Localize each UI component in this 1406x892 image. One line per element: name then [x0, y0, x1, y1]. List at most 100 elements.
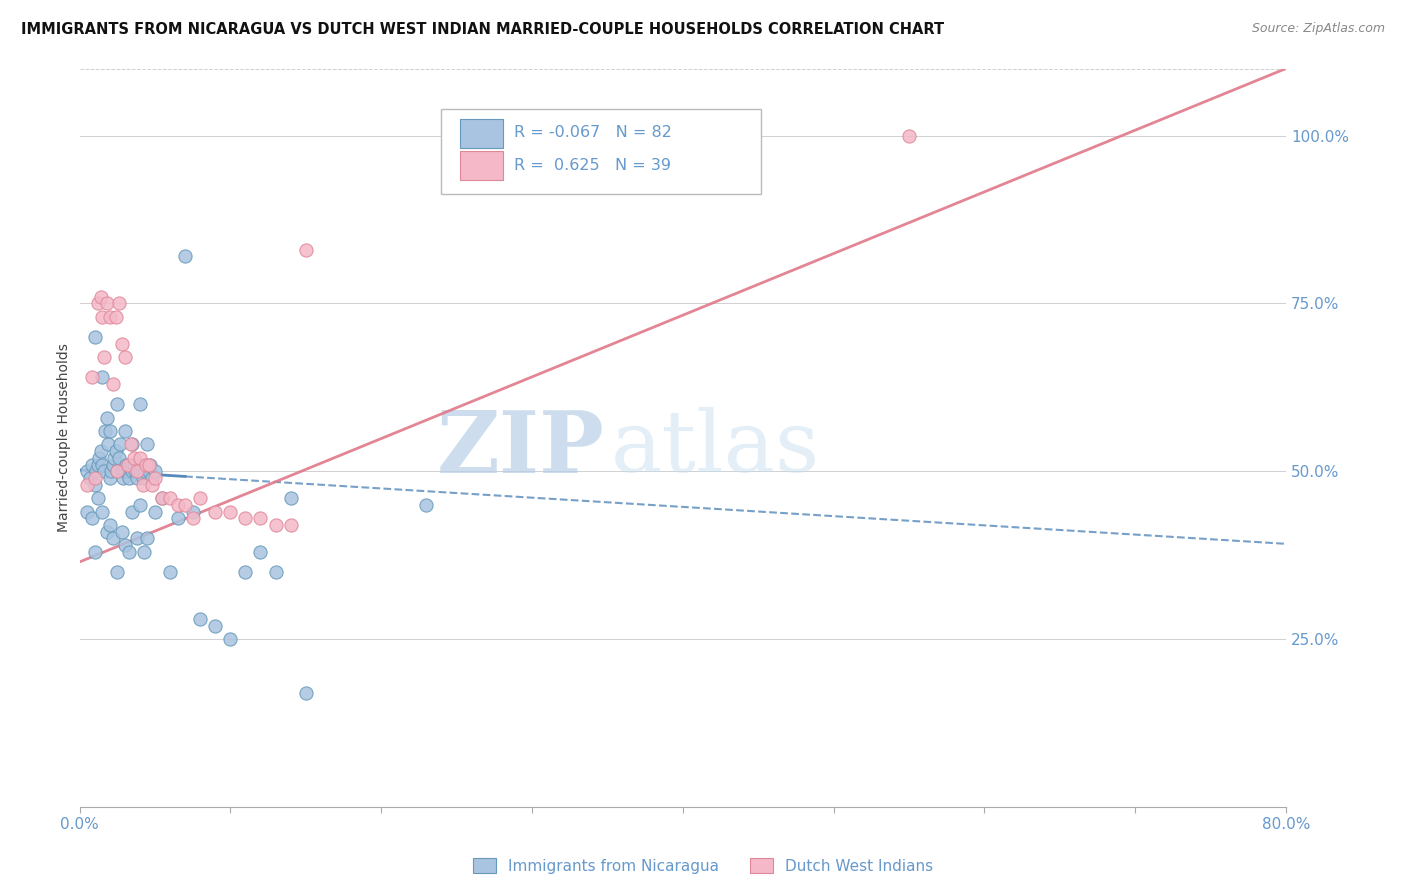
Point	[141, 477, 163, 491]
Point	[128, 464, 150, 478]
Point	[415, 498, 437, 512]
Point	[98, 518, 121, 533]
Point	[138, 464, 160, 478]
Point	[134, 545, 156, 559]
Point	[97, 437, 120, 451]
Point	[128, 498, 150, 512]
Point	[174, 498, 197, 512]
Point	[264, 518, 287, 533]
Y-axis label: Married-couple Households: Married-couple Households	[58, 343, 72, 533]
Point	[111, 464, 134, 478]
Point	[121, 437, 143, 451]
Point	[135, 458, 157, 472]
Point	[249, 511, 271, 525]
Point	[219, 505, 242, 519]
Point	[132, 477, 155, 491]
Point	[139, 458, 162, 472]
Point	[84, 464, 107, 478]
Point	[83, 330, 105, 344]
Point	[90, 290, 112, 304]
Point	[122, 450, 145, 465]
Point	[128, 450, 150, 465]
Point	[110, 437, 132, 451]
Point	[181, 505, 204, 519]
Point	[166, 498, 188, 512]
Point	[166, 511, 188, 525]
Point	[96, 296, 118, 310]
Point	[79, 471, 101, 485]
Point	[138, 458, 160, 472]
Point	[125, 464, 148, 478]
Point	[105, 397, 128, 411]
Point	[134, 464, 156, 478]
Legend: Immigrants from Nicaragua, Dutch West Indians: Immigrants from Nicaragua, Dutch West In…	[467, 852, 939, 880]
Point	[111, 336, 134, 351]
Point	[159, 491, 181, 505]
Point	[125, 471, 148, 485]
Point	[76, 477, 98, 491]
Point	[120, 458, 142, 472]
Point	[204, 618, 226, 632]
Point	[294, 686, 316, 700]
Point	[121, 505, 143, 519]
Point	[120, 437, 142, 451]
Point	[131, 458, 153, 472]
Point	[132, 471, 155, 485]
Point	[188, 612, 211, 626]
Point	[90, 444, 112, 458]
Point	[152, 491, 174, 505]
Point	[107, 450, 129, 465]
Point	[115, 458, 138, 472]
Point	[93, 350, 115, 364]
Point	[91, 458, 114, 472]
Point	[114, 350, 136, 364]
Point	[294, 243, 316, 257]
Point	[143, 464, 166, 478]
Text: R =  0.625   N = 39: R = 0.625 N = 39	[513, 159, 671, 174]
Point	[101, 377, 124, 392]
Point	[93, 464, 115, 478]
Point	[83, 471, 105, 485]
Point	[117, 464, 139, 478]
Point	[117, 458, 139, 472]
Point	[105, 565, 128, 579]
Point	[235, 565, 257, 579]
Point	[114, 424, 136, 438]
Point	[98, 471, 121, 485]
Point	[91, 310, 114, 324]
Text: R = -0.067   N = 82: R = -0.067 N = 82	[513, 125, 672, 140]
Point	[87, 450, 110, 465]
Point	[86, 491, 108, 505]
Point	[235, 511, 257, 525]
Point	[91, 370, 114, 384]
Point	[181, 511, 204, 525]
Point	[94, 424, 117, 438]
Point	[219, 632, 242, 647]
Point	[249, 545, 271, 559]
Point	[114, 464, 136, 478]
Point	[136, 437, 159, 451]
Point	[96, 524, 118, 539]
FancyBboxPatch shape	[441, 109, 761, 194]
Point	[86, 296, 108, 310]
Point	[124, 464, 146, 478]
Point	[135, 458, 157, 472]
Point	[104, 444, 127, 458]
Point	[136, 532, 159, 546]
Point	[141, 471, 163, 485]
Text: IMMIGRANTS FROM NICARAGUA VS DUTCH WEST INDIAN MARRIED-COUPLE HOUSEHOLDS CORRELA: IMMIGRANTS FROM NICARAGUA VS DUTCH WEST …	[21, 22, 945, 37]
Point	[107, 296, 129, 310]
Point	[80, 511, 103, 525]
Point	[101, 532, 124, 546]
Point	[76, 505, 98, 519]
Point	[86, 458, 108, 472]
FancyBboxPatch shape	[460, 119, 503, 147]
Point	[104, 310, 127, 324]
Text: ZIP: ZIP	[437, 407, 605, 491]
Point	[121, 464, 143, 478]
Text: Source: ZipAtlas.com: Source: ZipAtlas.com	[1251, 22, 1385, 36]
Point	[174, 250, 197, 264]
Point	[188, 491, 211, 505]
Point	[128, 397, 150, 411]
Point	[105, 464, 128, 478]
